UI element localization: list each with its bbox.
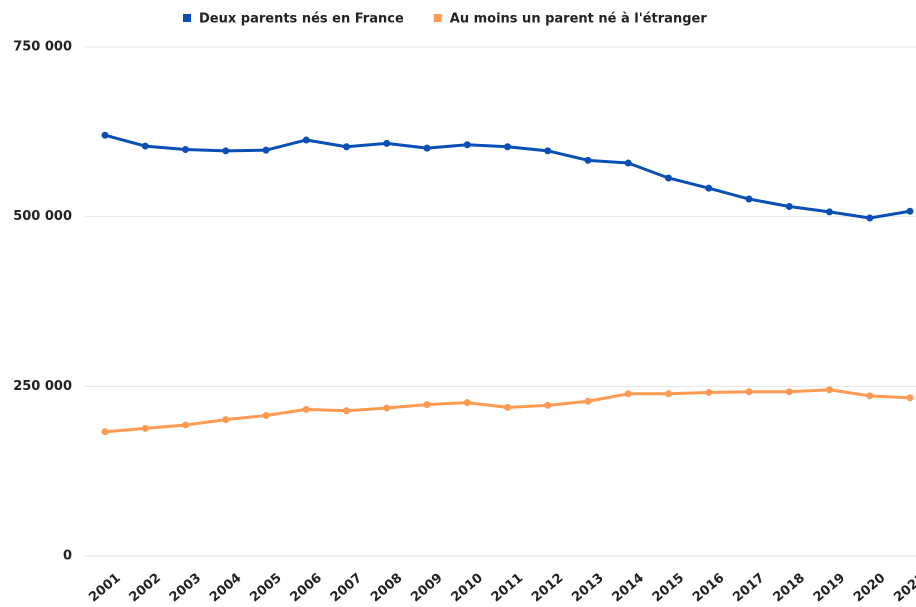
legend-label: Deux parents nés en France <box>199 12 404 27</box>
point <box>665 390 672 398</box>
x-tick-label: 2012 <box>529 571 566 606</box>
point <box>866 392 874 400</box>
point <box>302 136 310 144</box>
point <box>423 401 431 409</box>
point <box>302 405 310 413</box>
point <box>343 143 350 151</box>
point <box>745 388 753 396</box>
x-tick-label: 2011 <box>489 571 526 606</box>
point <box>101 131 109 139</box>
y-tick-label: 750 000 <box>13 40 72 55</box>
x-tick-label: 2006 <box>288 571 325 606</box>
point <box>504 143 511 151</box>
point <box>141 424 149 432</box>
x-tick-label: 2014 <box>610 571 647 606</box>
point <box>463 399 471 407</box>
point <box>624 159 632 167</box>
point <box>745 195 753 203</box>
legend-label: Au moins un parent né à l'étranger <box>450 12 708 27</box>
point <box>705 388 713 396</box>
x-tick-label: 2017 <box>730 571 767 606</box>
x-tick-label: 2009 <box>408 571 445 606</box>
point <box>705 184 713 192</box>
x-tick-label: 2010 <box>449 571 486 606</box>
x-tick-label: 2021 <box>891 571 916 606</box>
point <box>343 407 350 415</box>
point <box>383 404 391 412</box>
x-tick-label: 2007 <box>328 571 365 606</box>
point <box>584 156 592 164</box>
y-tick-label: 0 <box>63 549 72 564</box>
x-tick-label: 2019 <box>811 571 848 606</box>
x-tick-label: 2018 <box>771 571 808 606</box>
point <box>544 401 552 409</box>
point <box>906 394 914 402</box>
x-tick-label: 2001 <box>86 571 123 606</box>
point <box>826 208 833 216</box>
x-tick-label: 2005 <box>247 571 284 606</box>
point <box>866 214 874 222</box>
x-tick-label: 2002 <box>127 571 164 606</box>
point <box>785 388 793 396</box>
x-tick-label: 2016 <box>690 571 727 606</box>
x-tick-label: 2020 <box>851 571 888 606</box>
point <box>222 147 230 155</box>
point <box>141 142 149 150</box>
x-tick-label: 2013 <box>569 571 606 606</box>
point <box>544 147 552 155</box>
point <box>826 386 833 394</box>
y-tick-label: 250 000 <box>13 379 72 394</box>
point <box>504 403 511 411</box>
point <box>262 412 270 420</box>
point <box>182 421 189 429</box>
point <box>383 139 391 147</box>
point <box>584 397 592 405</box>
x-tick-label: 2004 <box>207 571 244 606</box>
x-tick-label: 2008 <box>368 571 405 606</box>
point <box>463 141 471 149</box>
point <box>785 202 793 210</box>
legend-swatch <box>433 14 442 22</box>
x-tick-label: 2003 <box>167 571 204 606</box>
legend-swatch <box>183 14 191 22</box>
point <box>665 174 672 182</box>
point <box>423 144 431 152</box>
point <box>262 146 270 154</box>
y-tick-label: 500 000 <box>13 209 72 224</box>
point <box>906 207 914 215</box>
point <box>222 416 230 424</box>
point <box>182 145 189 153</box>
point <box>624 390 632 398</box>
x-tick-label: 2015 <box>650 571 687 606</box>
point <box>101 428 109 436</box>
